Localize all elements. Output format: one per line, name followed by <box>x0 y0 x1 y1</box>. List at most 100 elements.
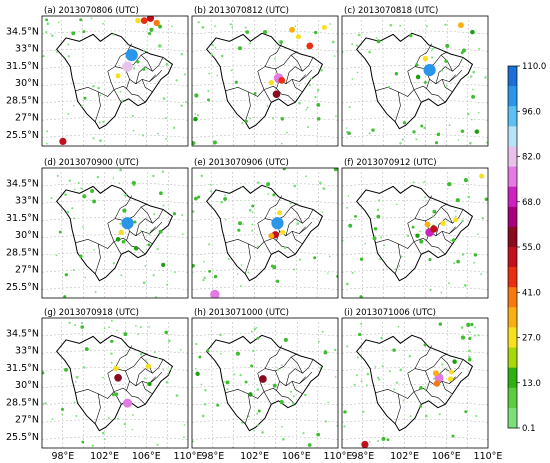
precip-point <box>289 26 296 33</box>
rain-dot <box>290 390 293 393</box>
rain-dot <box>401 138 404 141</box>
colorbar-segment <box>508 166 517 187</box>
rain-dot <box>382 269 385 271</box>
rain-dot <box>474 129 480 134</box>
rain-dot <box>406 234 410 238</box>
map-panel-i: (i) 2013071006 (UTC) 98°E 102°E 106°E 110°E <box>341 308 502 462</box>
map-border <box>341 167 489 299</box>
rain-dot <box>348 105 351 109</box>
rain-dot <box>75 375 79 379</box>
parallel <box>192 182 338 187</box>
rain-dot <box>484 197 488 201</box>
precip-point <box>447 181 452 187</box>
rain-dot <box>253 327 257 331</box>
precip-point <box>306 42 314 50</box>
rain-dot <box>444 59 448 63</box>
rain-dot <box>308 83 312 87</box>
rain-dot <box>434 141 439 145</box>
colorbar-label: 96.0 <box>522 107 541 117</box>
rain-dot <box>143 49 146 52</box>
rain-dot <box>157 357 160 359</box>
colorbar-segment <box>508 287 517 308</box>
rain-dot <box>81 105 83 107</box>
rain-dot <box>304 393 307 397</box>
rain-dot <box>394 268 397 271</box>
rain-dot <box>120 274 123 277</box>
meridian <box>82 171 84 298</box>
map-panel-g: (g) 2013070918 (UTC) 34.5°N 33°N 31.5°N 30°N… <box>6 308 202 462</box>
prefecture-boundary <box>426 231 446 255</box>
rain-dot <box>440 291 443 294</box>
rain-dot <box>210 53 213 56</box>
prefecture-boundary <box>290 356 303 374</box>
parallel <box>342 82 488 86</box>
rain-dot <box>251 223 254 226</box>
rain-dot <box>469 331 471 334</box>
prefecture-boundary <box>149 226 156 234</box>
rain-dot <box>319 181 322 185</box>
rain-dot <box>248 392 253 397</box>
rain-dot <box>261 431 264 434</box>
rain-dot <box>256 388 260 391</box>
rain-dot <box>126 43 129 46</box>
panel-title: (h) 2013071000 (UTC) <box>194 308 289 318</box>
prefecture-boundary <box>107 195 132 224</box>
rain-dot <box>51 34 54 37</box>
prefecture-boundary <box>394 91 401 122</box>
map-border <box>191 167 339 299</box>
rain-dot <box>333 168 338 172</box>
lat-tick-label: 30°N <box>15 230 39 241</box>
parallel <box>42 134 188 138</box>
rain-dot <box>192 210 195 213</box>
rain-dot <box>257 181 260 184</box>
rain-dot <box>83 366 86 369</box>
precip-point <box>321 25 327 30</box>
rain-dot <box>351 272 354 274</box>
rain-dot <box>181 233 184 235</box>
rain-dot <box>140 229 142 232</box>
rain-dot <box>471 118 473 121</box>
rain-dot <box>156 247 159 251</box>
rain-dot <box>411 225 415 229</box>
rain-dot <box>133 245 139 251</box>
parallel <box>42 401 188 406</box>
rain-dot <box>392 348 396 352</box>
precip-point <box>440 220 446 226</box>
rain-dot <box>81 440 85 444</box>
rain-dot <box>484 76 487 79</box>
rain-dot <box>283 246 287 250</box>
prefecture-boundary <box>435 57 464 84</box>
rain-dot <box>80 322 83 325</box>
prefecture-boundary <box>290 206 303 224</box>
rain-dot <box>305 175 307 178</box>
rain-dot <box>463 284 467 287</box>
lon-tick-label: 102°E <box>390 451 419 462</box>
parallel <box>42 182 188 187</box>
precip-point <box>238 221 242 226</box>
rain-dot <box>314 30 318 35</box>
rain-dot <box>66 210 69 214</box>
rain-dot <box>79 254 83 258</box>
rain-dot <box>402 399 405 402</box>
rain-dot <box>298 84 301 87</box>
parallel <box>42 251 188 256</box>
map-panel-f: (f) 2013070912 (UTC) <box>341 158 489 299</box>
lat-tick-label: 34.5°N <box>6 329 39 340</box>
rain-dot <box>358 332 362 337</box>
rain-dot <box>293 268 296 271</box>
rain-dot <box>408 33 413 38</box>
rain-dot <box>75 415 78 417</box>
precip-point <box>457 22 464 29</box>
lat-tick-label: 27°N <box>15 113 39 124</box>
precip-point <box>279 399 284 405</box>
rain-dot <box>347 131 351 136</box>
rain-dot <box>372 236 377 241</box>
colorbar-segment <box>508 247 517 268</box>
rain-dot <box>101 431 105 435</box>
meridian <box>210 19 214 146</box>
rain-dot <box>168 339 171 343</box>
rain-dot <box>203 260 205 263</box>
rain-dot <box>147 243 151 247</box>
precip-point <box>266 182 271 187</box>
rain-dot <box>60 407 65 411</box>
